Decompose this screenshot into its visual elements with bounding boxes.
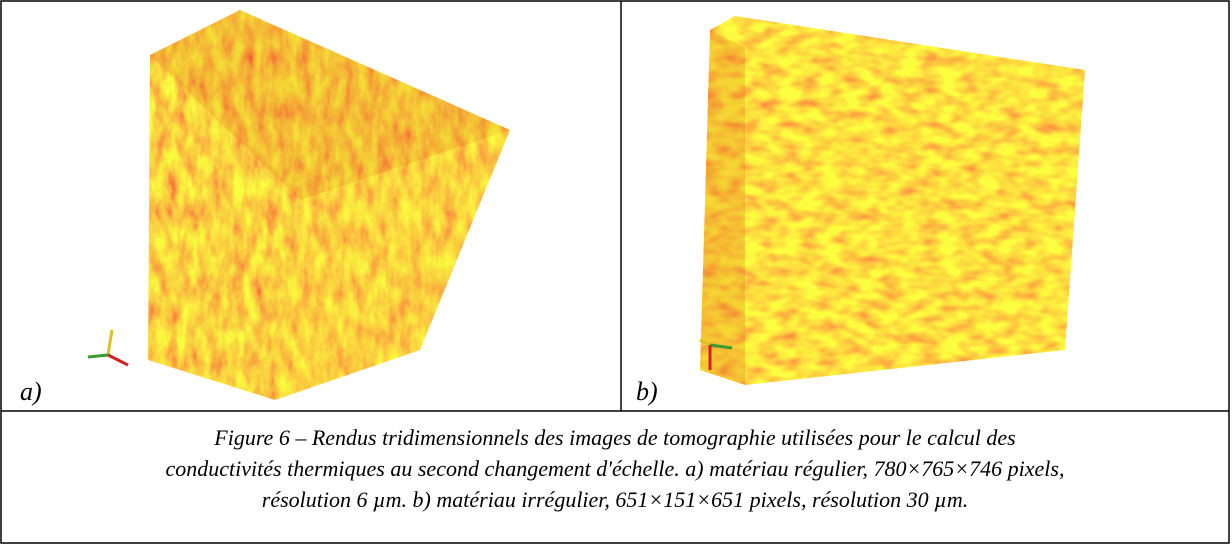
caption-line: résolution 6 µm. b) matériau irrégulier,… <box>262 487 968 512</box>
axis-icon <box>699 338 733 370</box>
caption-line: Figure 6 – Rendus tridimensionnels des i… <box>213 425 1015 450</box>
caption-line: conductivités thermiques au second chang… <box>166 456 1065 481</box>
axis-icon <box>87 329 129 367</box>
cube-render <box>148 10 510 400</box>
slab-render <box>700 16 1085 385</box>
panel-label: b) <box>636 377 658 406</box>
panel-label: a) <box>20 377 42 406</box>
